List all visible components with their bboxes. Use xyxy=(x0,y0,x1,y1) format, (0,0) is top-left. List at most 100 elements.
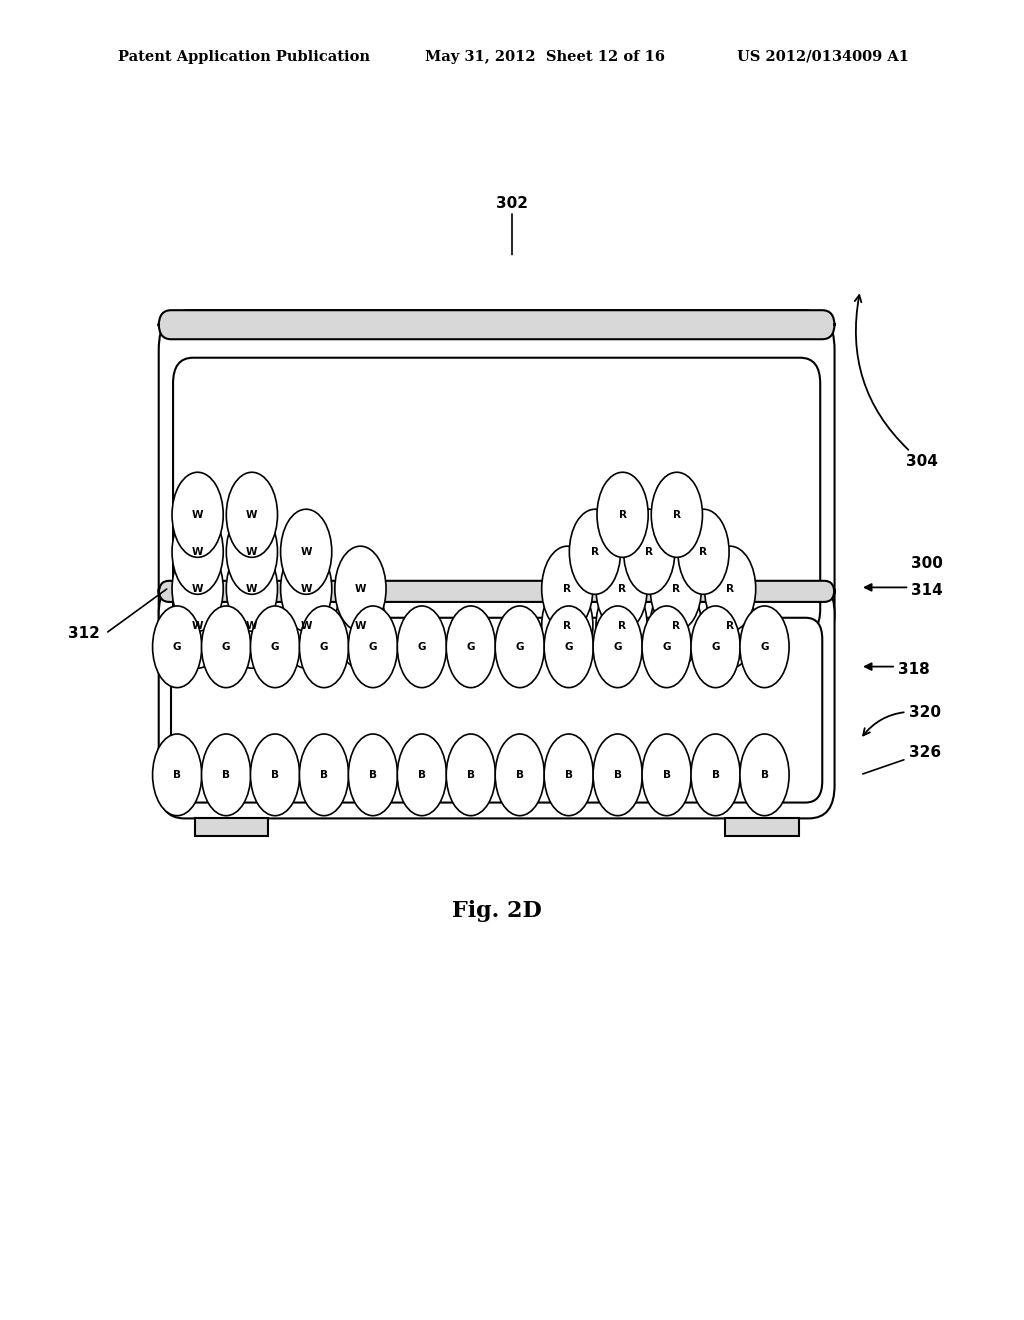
FancyBboxPatch shape xyxy=(173,358,820,635)
Ellipse shape xyxy=(335,583,386,668)
Text: G: G xyxy=(515,642,524,652)
Ellipse shape xyxy=(446,734,496,816)
Ellipse shape xyxy=(624,510,675,594)
Ellipse shape xyxy=(202,734,251,816)
Text: G: G xyxy=(663,642,671,652)
Bar xyxy=(725,818,799,836)
Text: Patent Application Publication: Patent Application Publication xyxy=(118,50,370,63)
Ellipse shape xyxy=(740,734,790,816)
Text: B: B xyxy=(663,770,671,780)
Ellipse shape xyxy=(335,546,386,631)
Text: W: W xyxy=(246,546,258,557)
Ellipse shape xyxy=(348,734,397,816)
Text: 326: 326 xyxy=(863,744,941,774)
Text: B: B xyxy=(564,770,572,780)
Ellipse shape xyxy=(705,583,756,668)
Ellipse shape xyxy=(542,546,593,631)
Ellipse shape xyxy=(593,606,642,688)
Ellipse shape xyxy=(226,546,278,631)
Text: 318: 318 xyxy=(898,661,930,677)
Text: 304: 304 xyxy=(855,296,938,470)
Ellipse shape xyxy=(299,734,348,816)
Ellipse shape xyxy=(251,606,300,688)
Ellipse shape xyxy=(705,546,756,631)
Text: May 31, 2012  Sheet 12 of 16: May 31, 2012 Sheet 12 of 16 xyxy=(425,50,665,63)
Ellipse shape xyxy=(691,606,740,688)
FancyBboxPatch shape xyxy=(159,310,835,653)
Text: W: W xyxy=(246,620,258,631)
Ellipse shape xyxy=(650,546,701,631)
Bar xyxy=(725,653,799,672)
Ellipse shape xyxy=(596,583,647,668)
Text: G: G xyxy=(712,642,720,652)
Text: B: B xyxy=(516,770,524,780)
Ellipse shape xyxy=(678,510,729,594)
Text: G: G xyxy=(760,642,769,652)
Text: W: W xyxy=(246,583,258,594)
Text: W: W xyxy=(354,620,367,631)
Ellipse shape xyxy=(281,583,332,668)
Text: R: R xyxy=(645,546,653,557)
Text: W: W xyxy=(354,583,367,594)
Ellipse shape xyxy=(281,546,332,631)
Bar xyxy=(195,818,268,836)
Text: G: G xyxy=(173,642,181,652)
Text: R: R xyxy=(617,583,626,594)
Text: B: B xyxy=(319,770,328,780)
Ellipse shape xyxy=(172,546,223,631)
Text: W: W xyxy=(191,583,204,594)
Text: Fig. 2D: Fig. 2D xyxy=(452,900,542,921)
Text: B: B xyxy=(467,770,475,780)
Text: G: G xyxy=(222,642,230,652)
Text: W: W xyxy=(191,510,204,520)
Text: B: B xyxy=(418,770,426,780)
Ellipse shape xyxy=(153,734,202,816)
Text: R: R xyxy=(672,620,680,631)
Text: B: B xyxy=(712,770,720,780)
Text: US 2012/0134009 A1: US 2012/0134009 A1 xyxy=(737,50,909,63)
FancyBboxPatch shape xyxy=(159,581,835,602)
Text: B: B xyxy=(222,770,230,780)
Ellipse shape xyxy=(202,606,251,688)
Text: 312: 312 xyxy=(69,626,100,642)
Text: R: R xyxy=(673,510,681,520)
Text: B: B xyxy=(271,770,280,780)
Ellipse shape xyxy=(226,473,278,557)
Text: W: W xyxy=(300,546,312,557)
Ellipse shape xyxy=(446,606,496,688)
Ellipse shape xyxy=(642,734,691,816)
Text: W: W xyxy=(246,510,258,520)
Ellipse shape xyxy=(597,473,648,557)
Ellipse shape xyxy=(569,510,621,594)
Ellipse shape xyxy=(153,606,202,688)
Text: R: R xyxy=(699,546,708,557)
Text: R: R xyxy=(726,620,734,631)
Text: B: B xyxy=(613,770,622,780)
Text: G: G xyxy=(613,642,622,652)
Text: G: G xyxy=(564,642,573,652)
Text: G: G xyxy=(270,642,280,652)
Text: G: G xyxy=(369,642,377,652)
Ellipse shape xyxy=(596,546,647,631)
Ellipse shape xyxy=(397,734,446,816)
Text: R: R xyxy=(726,583,734,594)
Text: 320: 320 xyxy=(863,705,941,735)
FancyBboxPatch shape xyxy=(159,310,835,339)
Text: G: G xyxy=(467,642,475,652)
Ellipse shape xyxy=(172,583,223,668)
Ellipse shape xyxy=(397,606,446,688)
Text: B: B xyxy=(761,770,769,780)
Text: 300: 300 xyxy=(911,556,943,572)
Text: 302: 302 xyxy=(496,197,528,211)
Bar xyxy=(195,653,268,672)
Ellipse shape xyxy=(542,583,593,668)
Ellipse shape xyxy=(642,606,691,688)
Ellipse shape xyxy=(299,606,348,688)
Ellipse shape xyxy=(281,510,332,594)
Text: W: W xyxy=(191,546,204,557)
Ellipse shape xyxy=(650,583,701,668)
Ellipse shape xyxy=(496,734,545,816)
Ellipse shape xyxy=(651,473,702,557)
Ellipse shape xyxy=(496,606,545,688)
Ellipse shape xyxy=(172,473,223,557)
